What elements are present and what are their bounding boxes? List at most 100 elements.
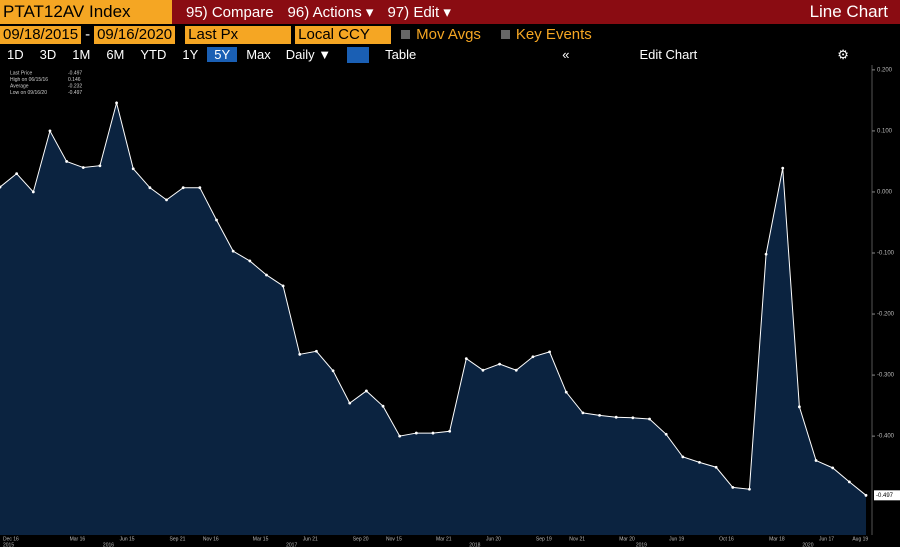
point — [165, 198, 168, 202]
point — [81, 166, 85, 169]
edit-label: 97) Edit — [387, 4, 440, 21]
point — [131, 167, 135, 171]
x-tick-label: Jun 20 — [486, 536, 501, 542]
compare[interactable]: 95) Compare — [186, 3, 274, 21]
x-tick-label: Aug 19 — [852, 536, 868, 542]
point — [281, 284, 285, 288]
y-tick-label: -0.200 — [877, 312, 895, 318]
settings[interactable]: ⚙ — [837, 46, 849, 62]
x-tick-label: Oct 16 — [719, 536, 734, 542]
point — [381, 404, 385, 408]
point — [714, 465, 718, 469]
x-year-label: 2019 — [636, 542, 647, 547]
x-tick-label: Jun 21 — [303, 536, 318, 542]
point — [364, 389, 368, 393]
point — [31, 190, 35, 194]
field[interactable]: Last Px — [185, 25, 292, 44]
point — [198, 186, 202, 190]
frequency-label: Daily — [285, 47, 315, 62]
x-tick-label: Jun 19 — [669, 536, 684, 542]
point — [614, 415, 618, 419]
actions[interactable]: 96) Actions ▾ — [287, 4, 374, 21]
point — [831, 466, 835, 470]
x-tick-label: Mar 20 — [619, 536, 635, 542]
end-date[interactable]: 09/16/2020 — [94, 25, 176, 44]
ticker[interactable]: PTAT12AV Index — [0, 0, 172, 24]
view-title: Line Chart — [809, 2, 888, 21]
key-events[interactable]: Key Events — [515, 26, 592, 43]
point — [248, 259, 252, 263]
controls: 09/18/2015 - 09/16/2020 Last Px Local CC… — [0, 25, 900, 44]
period-button[interactable]: 3D — [39, 47, 57, 62]
x-tick-label: Sep 19 — [536, 536, 552, 542]
point — [315, 349, 318, 353]
y-tick-label: -0.400 — [877, 434, 895, 440]
point — [781, 166, 785, 170]
sep: - — [85, 26, 91, 43]
legend-label: Last Price — [10, 70, 32, 76]
last-price-tag — [874, 490, 900, 501]
point — [181, 186, 185, 190]
x-tick-label: Nov 16 — [203, 536, 219, 542]
area — [0, 102, 866, 536]
period-button[interactable]: 1Y — [182, 47, 199, 62]
point — [298, 352, 302, 356]
point — [481, 368, 485, 372]
point — [265, 273, 268, 277]
point — [498, 362, 502, 366]
point — [65, 160, 69, 163]
start-date[interactable]: 09/18/2015 — [0, 25, 82, 44]
point — [331, 369, 335, 373]
checkbox[interactable] — [500, 30, 510, 39]
table[interactable]: Table — [385, 47, 417, 62]
edit[interactable]: 97) Edit ▾ — [387, 4, 451, 21]
edit-chart[interactable]: Edit Chart — [639, 47, 698, 62]
period-button[interactable]: 6M — [106, 47, 125, 62]
period-button[interactable]: Max — [246, 47, 271, 62]
point — [514, 368, 518, 372]
point — [448, 429, 452, 433]
chart-icon[interactable] — [347, 46, 370, 63]
point — [581, 411, 585, 415]
point — [548, 350, 551, 354]
point — [681, 455, 685, 459]
x-year-label: 2020 — [802, 542, 813, 547]
currency[interactable]: Local CCY — [295, 25, 392, 44]
point — [215, 218, 218, 222]
point — [864, 493, 868, 497]
legend-label: Low on 09/16/20 — [10, 90, 47, 96]
top-bar: PTAT12AV Index 95) Compare 96) Actions ▾… — [0, 0, 900, 24]
x-year-label: 2015 — [3, 542, 14, 547]
legend-value: 0.146 — [68, 77, 81, 83]
x-tick-label: Sep 21 — [170, 536, 186, 542]
frequency[interactable]: Daily ▼ — [285, 47, 332, 62]
point — [664, 432, 668, 436]
legend-value: -0.497 — [68, 90, 82, 96]
period-button[interactable]: 5Y — [207, 47, 238, 62]
period-button[interactable]: 1D — [7, 47, 24, 62]
mov-avgs[interactable]: Mov Avgs — [416, 26, 481, 43]
y-tick-label: 0.000 — [877, 190, 893, 196]
x-tick-label: Nov 21 — [569, 536, 585, 542]
chart: 0.200 0.100 0.000 -0.100 -0.200 -0.300 -0.400 -… — [0, 65, 900, 547]
period-button[interactable]: YTD — [140, 47, 167, 62]
x-year-label: 2017 — [286, 542, 297, 547]
range-bar: 1D 3D 1M 6M YTD 1Y 5Y Max Daily ▼ Table « Edit Char… — [0, 45, 900, 64]
x-tick-label: Jun 17 — [819, 536, 834, 542]
x-tick-label: Mar 15 — [253, 536, 269, 542]
y-tick-label: 0.100 — [877, 129, 893, 135]
legend-label: High on 06/15/16 — [10, 77, 48, 83]
point — [98, 164, 102, 168]
x-tick-label: Mar 16 — [70, 536, 86, 542]
point — [564, 390, 568, 394]
period-button[interactable]: 1M — [72, 47, 91, 62]
point — [631, 416, 635, 420]
last-price-label: -0.497 — [876, 493, 894, 499]
point — [648, 417, 651, 421]
checkbox[interactable] — [401, 30, 411, 39]
point — [398, 434, 402, 438]
x-tick-label: Dec 16 — [3, 536, 19, 542]
point — [48, 129, 52, 133]
collapse[interactable]: « — [562, 47, 570, 62]
